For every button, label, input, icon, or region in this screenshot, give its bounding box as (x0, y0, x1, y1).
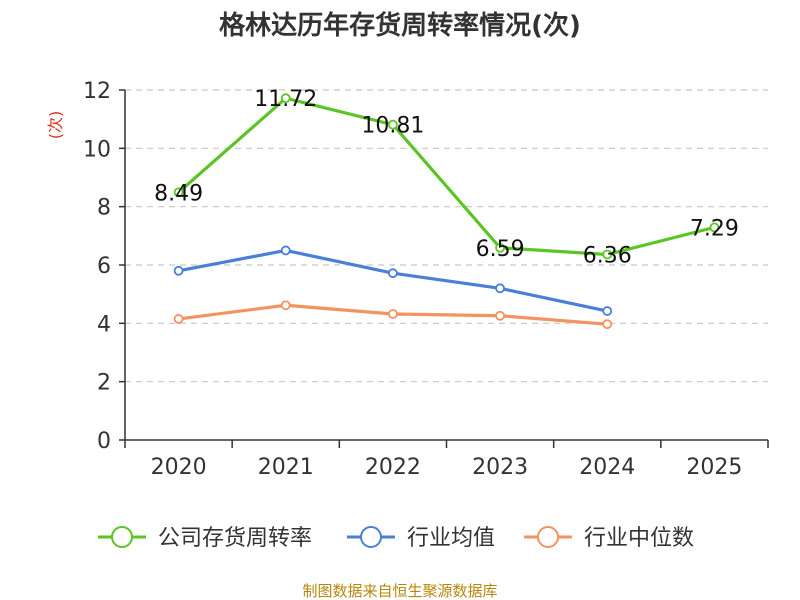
y-tick-label-6: 6 (97, 254, 111, 279)
series-line-1 (178, 248, 608, 313)
data-label-3: 6.59 (476, 237, 525, 262)
series-1-point-4 (602, 306, 613, 316)
source-note: 制图数据来自恒生聚源数据库 (302, 582, 497, 600)
series-2-point-0 (173, 314, 184, 324)
y-tick-label-8: 8 (97, 196, 111, 221)
data-label-2: 10.81 (361, 114, 424, 139)
x-tick-label-2023: 2023 (472, 455, 528, 480)
x-tick-label-2022: 2022 (365, 455, 421, 480)
y-axis-unit-label: (次) (46, 111, 65, 140)
series-2-point-3 (495, 310, 505, 321)
x-tick-label-2024: 2024 (579, 455, 635, 480)
chart-title: 格林达历年存货周转率情况(次) (219, 10, 581, 41)
series-1-point-0 (173, 265, 184, 276)
series-line-0 (177, 96, 715, 257)
legend-marker-2 (537, 526, 559, 548)
x-tick-label-2025: 2025 (686, 455, 742, 480)
series-1-point-3 (495, 283, 505, 294)
series-1-point-2 (388, 268, 398, 279)
x-tick-label-2021: 2021 (258, 455, 314, 480)
series-0-point-0 (173, 187, 184, 198)
series-lines (173, 93, 720, 330)
legend-label-2: 行业中位数 (584, 526, 694, 551)
y-tick-label-4: 4 (97, 312, 111, 337)
series-0-point-1 (280, 93, 291, 104)
data-label-1: 11.72 (254, 87, 317, 112)
y-tick-label-10: 10 (83, 137, 111, 162)
axes: 0 2 4 6 8 10 12 2020 2021 2022 2023 2024 2025 (83, 79, 769, 480)
data-label-4: 6.36 (583, 244, 632, 269)
series-2-point-1 (280, 300, 291, 311)
legend-label-0: 公司存货周转率 (158, 526, 312, 551)
x-tick-label-2020: 2020 (151, 455, 207, 480)
series-0-point-5 (709, 222, 720, 233)
grid-lines (125, 89, 768, 383)
legend-marker-0 (111, 526, 133, 548)
y-tick-label-2: 2 (97, 371, 111, 396)
series-2-point-2 (388, 309, 398, 319)
data-labels: 8.49 11.72 10.81 6.59 6.36 7.29 (154, 87, 739, 268)
legend-label-1: 行业均值 (407, 526, 495, 551)
series-0-point-3 (495, 242, 505, 253)
series-1-point-1 (280, 245, 291, 256)
legend: 公司存货周转率 行业均值 行业中位数 (98, 526, 694, 551)
series-2-point-4 (602, 319, 613, 330)
series-0-point-4 (602, 249, 613, 260)
legend-marker-1 (360, 526, 382, 548)
series-0-point-2 (388, 119, 398, 130)
data-label-0: 8.49 (154, 181, 203, 206)
data-label-5: 7.29 (690, 216, 739, 241)
y-tick-label-12: 12 (83, 79, 111, 104)
y-tick-label-0: 0 (97, 429, 111, 454)
